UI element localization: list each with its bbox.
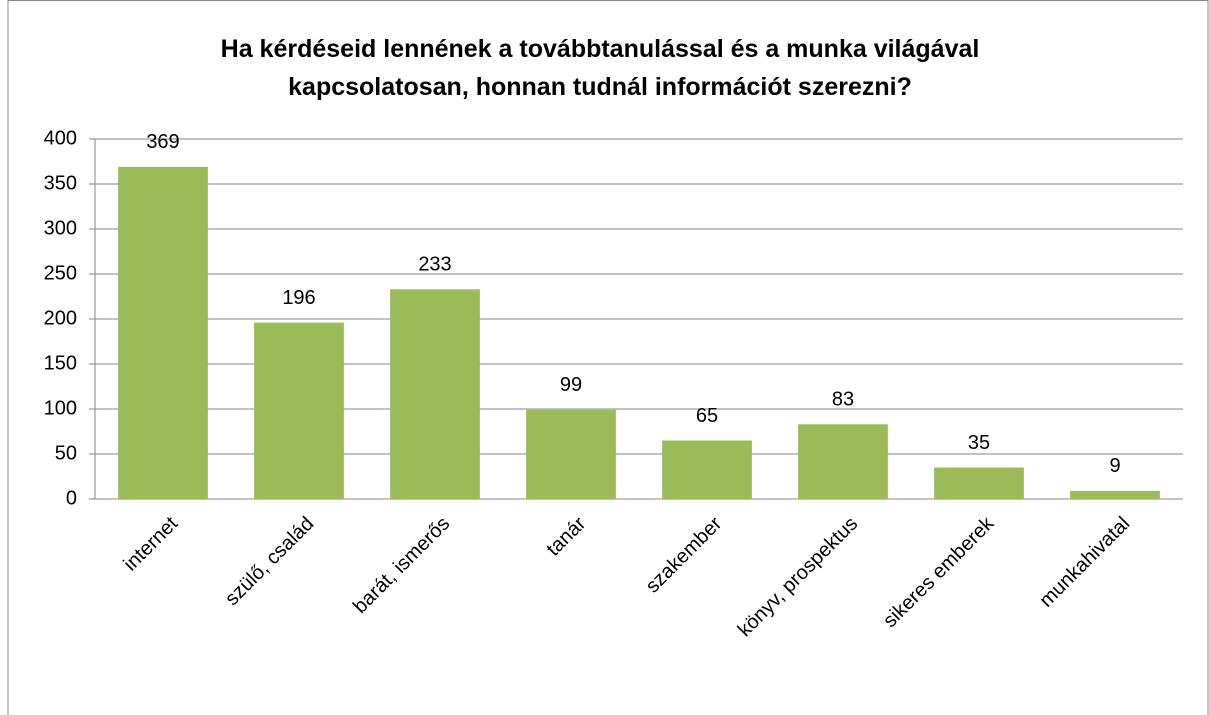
- bar: [118, 166, 208, 499]
- bar: [390, 289, 480, 499]
- y-tick-label: 350: [44, 172, 77, 194]
- x-tick-label: munkahivatal: [1035, 513, 1134, 612]
- y-tick-label: 0: [66, 487, 77, 509]
- bar: [526, 409, 616, 499]
- y-tick-label: 150: [44, 352, 77, 374]
- x-tick-label: könyv, prospektus: [734, 513, 862, 641]
- data-label: 369: [146, 131, 179, 153]
- x-tick-label: szakember: [642, 512, 727, 597]
- bar: [662, 440, 752, 499]
- frame: [7, 0, 1209, 715]
- y-tick-label: 50: [55, 442, 77, 464]
- data-label: 83: [832, 389, 854, 411]
- data-label: 233: [418, 254, 451, 276]
- y-tick-label: 250: [44, 262, 77, 284]
- x-tick-label: internet: [120, 512, 183, 575]
- bar: [254, 322, 344, 499]
- x-tick-label: sikeres emberek: [879, 512, 999, 632]
- y-tick-label: 200: [44, 307, 77, 329]
- chart-title: Ha kérdéseid lennének a továbbtanulással…: [220, 35, 980, 101]
- x-tick-label: tanár: [542, 512, 590, 560]
- y-tick-label: 100: [44, 397, 77, 419]
- y-tick-label: 400: [44, 127, 77, 149]
- data-label: 99: [560, 374, 582, 396]
- y-tick-label: 300: [44, 217, 77, 239]
- bar: [934, 467, 1024, 499]
- data-label: 65: [696, 405, 718, 427]
- bar: [798, 424, 888, 499]
- x-tick-label: szülő, család: [221, 513, 318, 610]
- data-label: 9: [1109, 455, 1120, 477]
- bar: [1070, 490, 1160, 499]
- x-tick-label: barát, ismerős: [349, 513, 454, 618]
- data-label: 196: [282, 287, 315, 309]
- data-label: 35: [968, 432, 990, 454]
